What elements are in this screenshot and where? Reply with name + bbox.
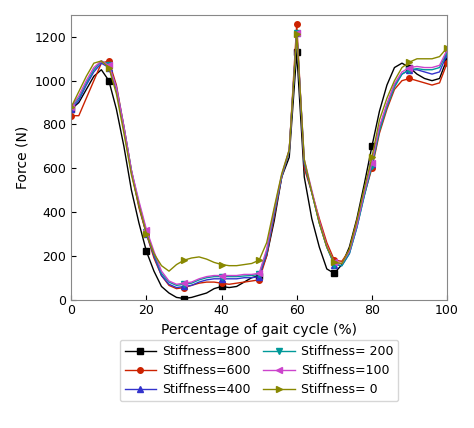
- Stiffness=400: [294, 30, 300, 35]
- Line: Stiffness=800: Stiffness=800: [69, 50, 450, 301]
- Line: Stiffness=600: Stiffness=600: [69, 21, 450, 291]
- Legend: Stiffness=800, Stiffness=600, Stiffness=400, Stiffness= 200, Stiffness=100, Stif: Stiffness=800, Stiffness=600, Stiffness=…: [120, 340, 399, 401]
- Stiffness= 200: [173, 283, 179, 288]
- Stiffness=800: [444, 56, 450, 61]
- Stiffness= 0: [189, 256, 194, 261]
- Stiffness=100: [151, 249, 157, 254]
- Stiffness=100: [68, 104, 74, 110]
- Stiffness=600: [151, 256, 157, 261]
- Stiffness= 200: [444, 50, 450, 55]
- Stiffness= 0: [437, 54, 442, 59]
- Stiffness=800: [354, 216, 360, 221]
- Stiffness= 0: [294, 31, 300, 36]
- Line: Stiffness= 200: Stiffness= 200: [69, 30, 450, 288]
- Stiffness=400: [444, 52, 450, 57]
- Stiffness=600: [437, 80, 442, 86]
- Stiffness= 200: [294, 30, 300, 35]
- Stiffness=400: [173, 285, 179, 290]
- Stiffness=600: [354, 218, 360, 223]
- Stiffness=100: [196, 276, 202, 281]
- Stiffness=100: [294, 30, 300, 35]
- Stiffness=600: [196, 281, 202, 286]
- Stiffness=400: [196, 279, 202, 285]
- Stiffness=100: [189, 279, 194, 285]
- Stiffness= 200: [68, 104, 74, 110]
- Stiffness=400: [331, 262, 337, 267]
- Stiffness=800: [189, 295, 194, 300]
- Stiffness= 0: [444, 45, 450, 51]
- Stiffness= 0: [331, 260, 337, 265]
- Stiffness= 200: [354, 225, 360, 230]
- Stiffness=100: [354, 223, 360, 228]
- Stiffness=600: [189, 283, 194, 288]
- Stiffness=800: [196, 293, 202, 298]
- Stiffness= 200: [196, 277, 202, 282]
- Stiffness= 0: [354, 218, 360, 223]
- Line: Stiffness=400: Stiffness=400: [69, 30, 450, 290]
- Stiffness=100: [331, 260, 337, 265]
- Stiffness=800: [151, 269, 157, 274]
- Line: Stiffness=100: Stiffness=100: [69, 30, 450, 287]
- Stiffness=600: [294, 21, 300, 27]
- Stiffness=800: [294, 50, 300, 55]
- Stiffness= 200: [151, 251, 157, 256]
- Stiffness=400: [437, 69, 442, 74]
- Stiffness=600: [68, 113, 74, 118]
- Stiffness=600: [444, 61, 450, 66]
- Stiffness=600: [331, 258, 337, 263]
- Stiffness=400: [189, 283, 194, 288]
- Stiffness=600: [173, 286, 179, 291]
- X-axis label: Percentage of gait cycle (%): Percentage of gait cycle (%): [161, 323, 357, 337]
- Stiffness=800: [331, 271, 337, 276]
- Stiffness= 200: [437, 65, 442, 70]
- Stiffness=400: [354, 225, 360, 230]
- Stiffness=800: [181, 296, 187, 301]
- Y-axis label: Force (N): Force (N): [15, 126, 29, 189]
- Stiffness= 200: [189, 281, 194, 286]
- Stiffness=400: [151, 253, 157, 259]
- Stiffness= 0: [196, 254, 202, 259]
- Stiffness= 0: [151, 251, 157, 256]
- Stiffness=800: [68, 107, 74, 112]
- Stiffness=100: [173, 282, 179, 287]
- Line: Stiffness= 0: Stiffness= 0: [69, 31, 450, 274]
- Stiffness= 200: [331, 262, 337, 267]
- Stiffness=400: [68, 107, 74, 112]
- Stiffness= 0: [166, 269, 172, 274]
- Stiffness=100: [444, 48, 450, 53]
- Stiffness=800: [437, 76, 442, 81]
- Stiffness= 0: [68, 104, 74, 110]
- Stiffness=100: [437, 63, 442, 68]
